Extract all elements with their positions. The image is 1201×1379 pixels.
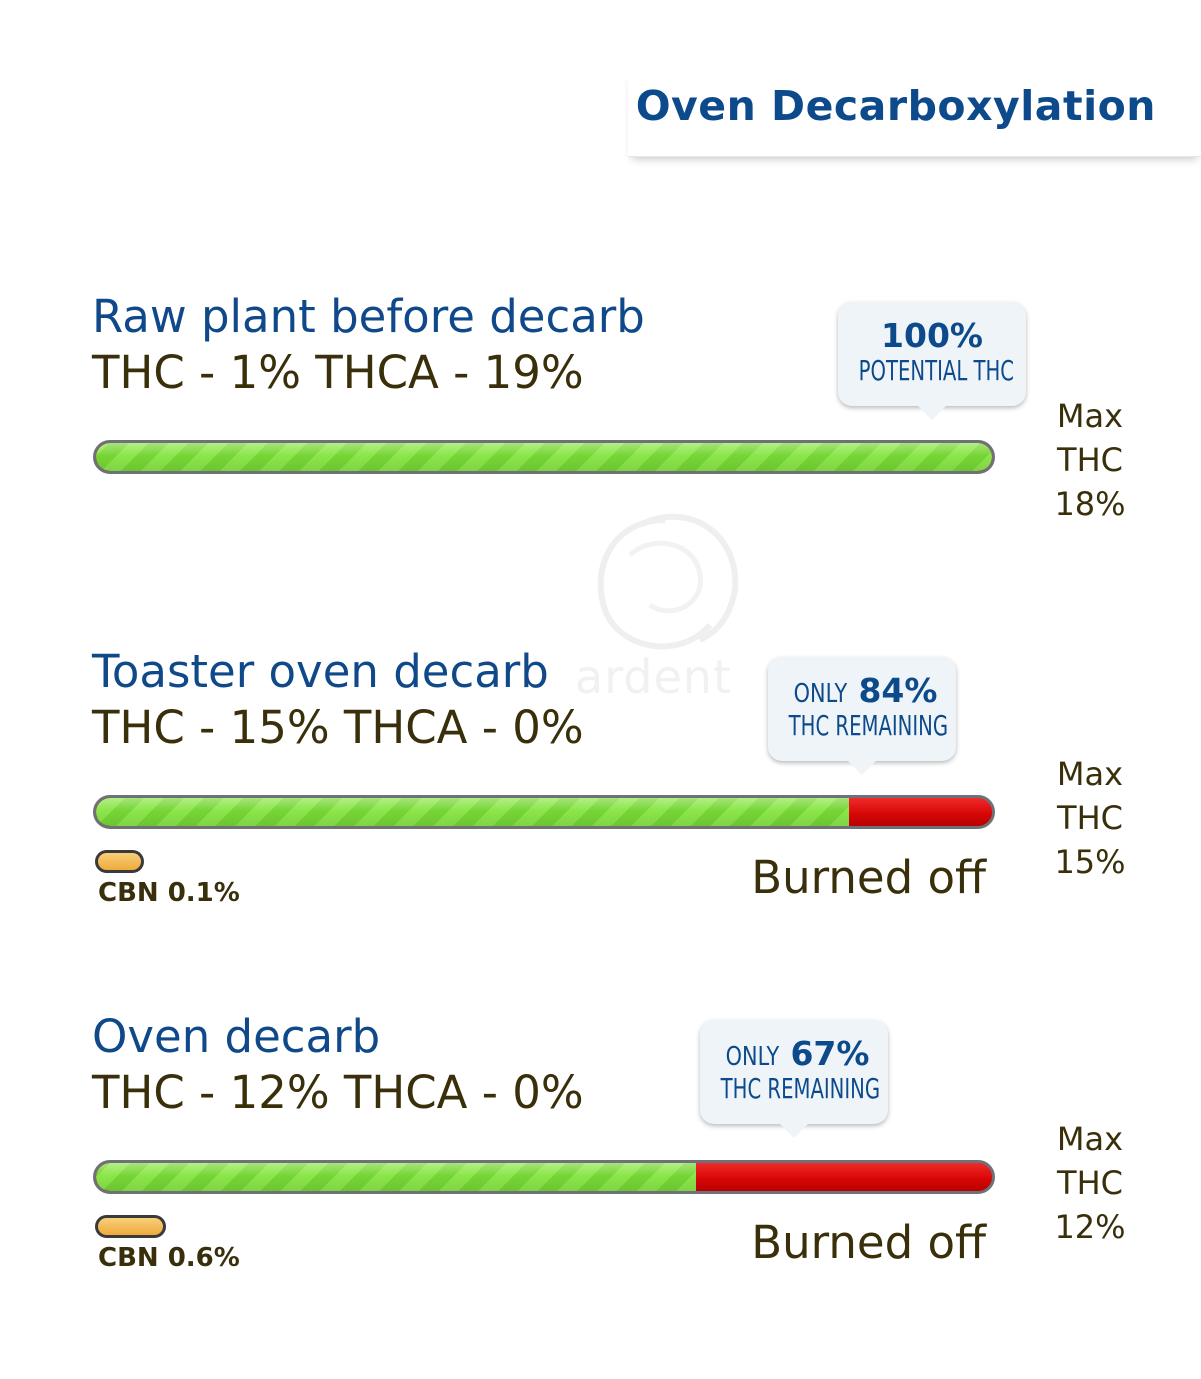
- max-thc-readout: Max THC 12%: [1040, 1117, 1140, 1249]
- callout-prefix: ONLY: [725, 1042, 779, 1072]
- callout-caption: POTENTIAL THC: [858, 354, 1015, 387]
- cbn-bar: [95, 1215, 166, 1238]
- thc-remaining-callout: ONLY 67% THC REMAINING: [700, 1020, 888, 1138]
- thc-bar: [93, 795, 995, 829]
- burned-off-label: Burned off: [751, 851, 986, 904]
- callout-value: 100%: [881, 316, 983, 355]
- header-panel: Oven Decarboxylation: [628, 70, 1201, 157]
- stage-values: THC - 1% THCA - 19%: [92, 346, 584, 399]
- stage-title: Toaster oven decarb: [92, 645, 549, 698]
- thc-bar-fill: [96, 798, 849, 826]
- cbn-label: CBN 0.6%: [98, 1243, 240, 1273]
- callout-prefix: ONLY: [793, 679, 847, 709]
- ardent-logo-watermark: [597, 513, 739, 650]
- thc-bar-fill: [96, 1163, 697, 1191]
- watermark-text: ardent: [575, 650, 732, 704]
- max-label: Max: [1056, 1120, 1124, 1158]
- burned-off-label: Burned off: [751, 1216, 986, 1269]
- stage-title: Oven decarb: [92, 1010, 381, 1063]
- max-sub-label: THC: [1057, 441, 1123, 479]
- thc-bar: [93, 440, 995, 474]
- max-thc-readout: Max THC 15%: [1040, 752, 1140, 884]
- callout-caption: THC REMAINING: [720, 1072, 881, 1105]
- stage-oven: Oven decarb THC - 12% THCA - 0% ONLY 67%…: [0, 1010, 1201, 1370]
- callout-value: 84%: [858, 671, 938, 710]
- callout-value: 67%: [790, 1034, 870, 1073]
- potential-thc-callout: 100% POTENTIAL THC: [838, 302, 1026, 420]
- stage-values: THC - 15% THCA - 0%: [92, 701, 584, 754]
- max-sub-label: THC: [1057, 1164, 1123, 1202]
- stage-raw-plant: Raw plant before decarb THC - 1% THCA - …: [0, 290, 1201, 650]
- stage-title: Raw plant before decarb: [92, 290, 645, 343]
- thc-bar: [93, 1160, 995, 1194]
- max-label: Max: [1056, 755, 1124, 793]
- page-title: Oven Decarboxylation: [635, 82, 1156, 130]
- max-thc-readout: Max THC 18%: [1040, 394, 1140, 526]
- callout-caption: THC REMAINING: [788, 709, 949, 742]
- cbn-bar: [95, 850, 144, 873]
- max-thc-value: 12%: [1054, 1208, 1126, 1246]
- max-sub-label: THC: [1057, 799, 1123, 837]
- thc-bar-fill: [96, 443, 992, 471]
- max-label: Max: [1056, 397, 1124, 435]
- stage-values: THC - 12% THCA - 0%: [92, 1066, 584, 1119]
- max-thc-value: 18%: [1054, 485, 1126, 523]
- cbn-label: CBN 0.1%: [98, 878, 240, 908]
- stage-toaster-oven: Toaster oven decarb THC - 15% THCA - 0% …: [0, 645, 1201, 1005]
- thc-remaining-callout: ONLY 84% THC REMAINING: [768, 657, 956, 775]
- max-thc-value: 15%: [1054, 843, 1126, 881]
